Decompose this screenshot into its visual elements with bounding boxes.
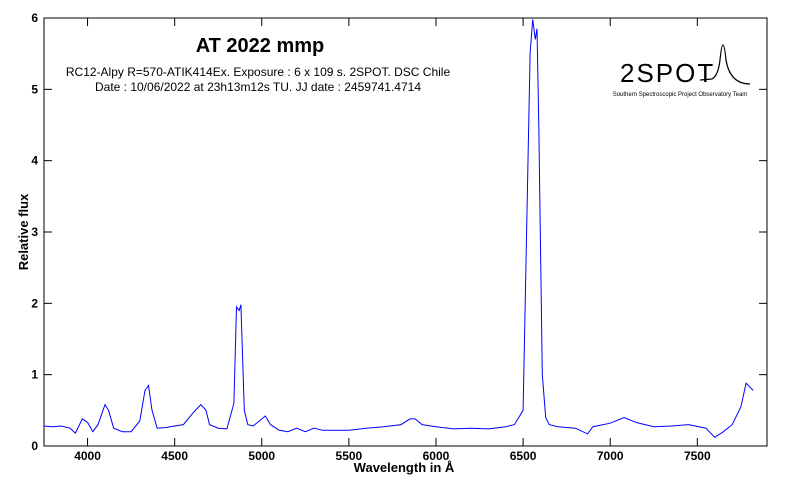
x-axis-label: Wavelength in Å bbox=[354, 460, 455, 475]
y-axis-label: Relative flux bbox=[16, 193, 31, 270]
chart-title: AT 2022 mmp bbox=[196, 35, 325, 57]
y-tick-label: 3 bbox=[31, 225, 38, 239]
chart-subtitle: Date : 10/06/2022 at 23h13m12s TU. JJ da… bbox=[95, 80, 421, 94]
y-tick-label: 5 bbox=[31, 82, 38, 96]
x-tick-label: 7500 bbox=[684, 449, 711, 463]
x-tick-label: 7000 bbox=[597, 449, 624, 463]
spectrum-line bbox=[43, 19, 754, 439]
y-tick-label: 4 bbox=[31, 154, 38, 168]
chart-subtitle: RC12-Alpy R=570-ATIK414Ex. Exposure : 6 … bbox=[66, 65, 451, 79]
x-tick-label: 6000 bbox=[423, 449, 450, 463]
y-tick-label: 2 bbox=[31, 296, 38, 310]
y-tick-label: 1 bbox=[31, 368, 38, 382]
y-tick-label: 0 bbox=[31, 439, 38, 453]
logo-curve bbox=[699, 44, 751, 85]
x-tick-label: 5500 bbox=[336, 449, 363, 463]
x-tick-label: 4500 bbox=[161, 449, 188, 463]
logo-text: 2SPOT bbox=[620, 58, 715, 88]
y-tick-label: 6 bbox=[31, 11, 38, 25]
logo-caption: Southern Spectroscopic Project Observato… bbox=[613, 92, 748, 98]
x-tick-label: 5000 bbox=[248, 449, 275, 463]
x-tick-label: 4000 bbox=[74, 449, 101, 463]
x-tick-label: 6500 bbox=[510, 449, 537, 463]
